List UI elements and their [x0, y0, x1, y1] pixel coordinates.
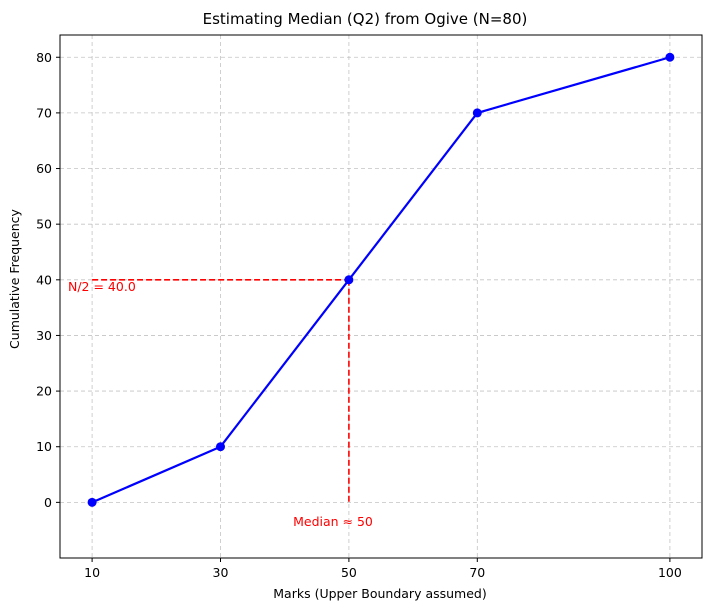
- y-tick-label: 30: [36, 328, 52, 343]
- data-point: [216, 442, 225, 452]
- plot-frame: [59, 34, 703, 559]
- y-tick-label: 70: [36, 105, 52, 120]
- y-tick-label: 80: [36, 50, 52, 65]
- data-point: [472, 108, 482, 118]
- grid: [60, 35, 702, 558]
- y-tick-label: 20: [36, 384, 52, 399]
- series-ogive: [87, 52, 675, 507]
- x-tick-label: 50: [341, 565, 357, 580]
- y-tick-label: 60: [36, 161, 52, 176]
- y-tick-label: 0: [44, 495, 52, 510]
- median-guide-h-label: N/2 = 40.0: [68, 279, 136, 294]
- median-guide-v-label: Median ≈ 50: [293, 514, 373, 529]
- axis-ticks: 10 30 50 70 100 0 10 20 30 40 50 60 70 80: [36, 50, 682, 580]
- data-point: [665, 52, 675, 62]
- data-point: [344, 275, 354, 285]
- y-tick-label: 40: [36, 272, 52, 287]
- y-tick-label: 10: [36, 439, 52, 454]
- x-tick-label: 10: [84, 565, 100, 580]
- x-tick-label: 70: [469, 565, 485, 580]
- y-tick-label: 50: [36, 217, 52, 232]
- x-axis-label: Marks (Upper Boundary assumed): [273, 586, 486, 601]
- y-axis-label: Cumulative Frequency: [7, 208, 22, 348]
- chart-title: Estimating Median (Q2) from Ogive (N=80): [203, 10, 528, 28]
- median-guide: [92, 279, 350, 503]
- data-point: [87, 497, 97, 507]
- x-tick-label: 30: [213, 565, 229, 580]
- x-tick-label: 100: [658, 565, 682, 580]
